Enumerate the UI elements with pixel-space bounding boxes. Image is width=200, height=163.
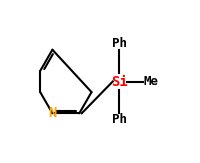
- Text: Me: Me: [143, 75, 158, 88]
- Text: Ph: Ph: [111, 113, 126, 126]
- Text: Ph: Ph: [111, 37, 126, 50]
- Text: Si: Si: [110, 74, 127, 89]
- Text: N: N: [48, 106, 56, 120]
